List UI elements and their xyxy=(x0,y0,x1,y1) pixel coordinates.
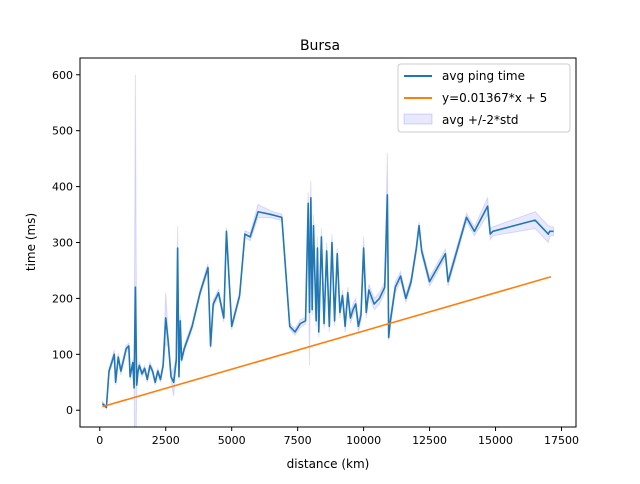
y-tick-label: 0 xyxy=(66,404,73,417)
legend-label-avg: avg ping time xyxy=(442,69,525,83)
x-tick-label: 7500 xyxy=(284,434,312,447)
y-tick-label: 100 xyxy=(52,348,73,361)
y-axis-label: time (ms) xyxy=(24,213,38,271)
x-tick-label: 15000 xyxy=(478,434,513,447)
x-tick-label: 12500 xyxy=(412,434,447,447)
x-tick-label: 0 xyxy=(96,434,103,447)
y-tick-label: 600 xyxy=(52,69,73,82)
x-tick-label: 17500 xyxy=(544,434,579,447)
y-tick-label: 200 xyxy=(52,292,73,305)
series-line-fit xyxy=(102,275,552,408)
x-axis: 0 2500 5000 7500 10000 12500 15000 17500 xyxy=(96,427,579,447)
legend-label-fit: y=0.01367*x + 5 xyxy=(442,91,547,105)
x-tick-label: 10000 xyxy=(346,434,381,447)
x-tick-label: 5000 xyxy=(218,434,246,447)
x-tick-label: 2500 xyxy=(152,434,180,447)
y-tick-label: 500 xyxy=(52,125,73,138)
y-tick-label: 300 xyxy=(52,237,73,250)
y-axis: 0 100 200 300 400 500 600 xyxy=(52,69,80,417)
legend-swatch-band xyxy=(403,113,433,125)
x-axis-label: distance (km) xyxy=(287,457,370,471)
series-line-avg-ping xyxy=(101,194,554,409)
legend-label-band: avg +/-2*std xyxy=(442,113,519,127)
chart-title: Bursa xyxy=(300,38,340,54)
y-tick-label: 400 xyxy=(52,181,73,194)
legend: avg ping time y=0.01367*x + 5 avg +/-2*s… xyxy=(397,63,571,133)
legend-box xyxy=(397,63,571,133)
plot-area xyxy=(101,74,555,427)
